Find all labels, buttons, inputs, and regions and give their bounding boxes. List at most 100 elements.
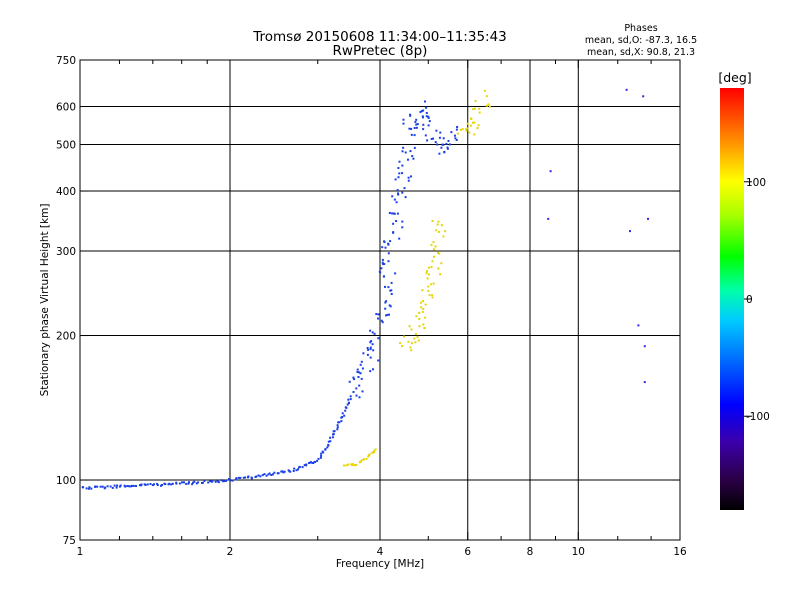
- data-point: [349, 395, 352, 398]
- data-point: [235, 477, 238, 480]
- data-point: [416, 123, 419, 126]
- data-point: [343, 464, 346, 467]
- data-point: [337, 421, 340, 424]
- data-point: [388, 313, 390, 316]
- data-point: [359, 363, 362, 366]
- data-point: [410, 127, 413, 130]
- data-point: [426, 270, 428, 273]
- data-point: [401, 345, 403, 348]
- data-point: [435, 229, 438, 232]
- data-point: [359, 460, 362, 463]
- data-point: [430, 283, 433, 286]
- data-point: [363, 458, 365, 461]
- data-point: [629, 230, 631, 233]
- data-point: [144, 484, 147, 486]
- data-point: [151, 484, 154, 487]
- data-point: [470, 117, 473, 120]
- data-point: [378, 270, 381, 273]
- data-point: [422, 323, 425, 326]
- data-point: [382, 275, 385, 278]
- data-point: [426, 139, 429, 142]
- y-tick-label: 75: [63, 535, 76, 547]
- data-point: [129, 485, 132, 488]
- data-point: [643, 345, 646, 348]
- data-point: [281, 470, 284, 473]
- data-point: [282, 471, 285, 474]
- data-point: [314, 460, 317, 463]
- data-point: [261, 474, 264, 477]
- data-point: [369, 348, 372, 351]
- data-point: [168, 482, 171, 485]
- data-point: [341, 416, 344, 418]
- data-point: [267, 473, 270, 476]
- legend-line-x: mean, sd,X: 90.8, 21.3: [587, 47, 695, 58]
- data-point: [642, 95, 645, 98]
- data-point: [214, 480, 217, 483]
- data-point: [171, 482, 174, 485]
- data-point: [403, 187, 406, 190]
- data-point: [398, 172, 401, 175]
- data-point: [301, 466, 304, 469]
- data-point: [422, 116, 424, 119]
- x-tick-label: 1: [77, 546, 84, 558]
- data-point: [338, 421, 341, 424]
- data-point: [410, 349, 413, 352]
- data-point: [397, 167, 400, 169]
- data-point: [431, 260, 434, 263]
- data-point: [432, 241, 435, 244]
- data-point: [380, 319, 383, 322]
- data-point: [426, 277, 429, 280]
- data-point: [415, 315, 418, 318]
- data-point: [393, 198, 396, 201]
- data-point: [388, 212, 391, 214]
- data-point: [340, 420, 343, 423]
- data-point: [309, 461, 312, 464]
- data-point: [348, 402, 350, 404]
- data-point: [413, 134, 416, 137]
- data-point: [185, 482, 188, 485]
- data-point: [268, 472, 271, 475]
- data-point: [415, 118, 418, 121]
- data-point: [381, 246, 384, 249]
- legend-title: Phases: [624, 23, 657, 34]
- data-point: [439, 273, 442, 276]
- data-point: [403, 335, 405, 338]
- data-point: [407, 158, 409, 161]
- data-point: [411, 155, 414, 158]
- data-point: [336, 424, 339, 427]
- data-point: [116, 484, 119, 487]
- data-point: [483, 89, 486, 92]
- data-point: [317, 457, 320, 460]
- y-tick-labels: 75 100 200 300 400 500 600 750: [56, 55, 76, 547]
- data-point: [432, 137, 435, 140]
- data-point: [478, 107, 481, 110]
- data-point: [413, 337, 416, 340]
- data-point: [374, 448, 377, 451]
- data-point: [207, 481, 210, 484]
- data-point: [344, 406, 347, 409]
- data-point: [478, 111, 481, 114]
- colorbar-tick-label: -100: [746, 411, 770, 423]
- data-point: [181, 481, 183, 484]
- data-point: [373, 332, 376, 335]
- data-point: [349, 398, 352, 401]
- data-point: [277, 472, 280, 475]
- data-point: [115, 486, 118, 489]
- data-point: [88, 486, 91, 489]
- data-point: [347, 398, 350, 401]
- data-point: [362, 352, 365, 355]
- data-point: [270, 474, 273, 476]
- data-point: [469, 124, 472, 127]
- data-point: [230, 479, 233, 482]
- data-point: [387, 286, 390, 289]
- data-point: [391, 195, 394, 198]
- data-point: [637, 324, 640, 327]
- data-point: [369, 341, 372, 344]
- data-point: [441, 143, 444, 146]
- data-point: [255, 475, 258, 478]
- data-point: [461, 128, 464, 131]
- data-point: [547, 217, 550, 220]
- data-point: [156, 482, 159, 485]
- data-point: [477, 124, 480, 127]
- grid-lines: [80, 60, 680, 540]
